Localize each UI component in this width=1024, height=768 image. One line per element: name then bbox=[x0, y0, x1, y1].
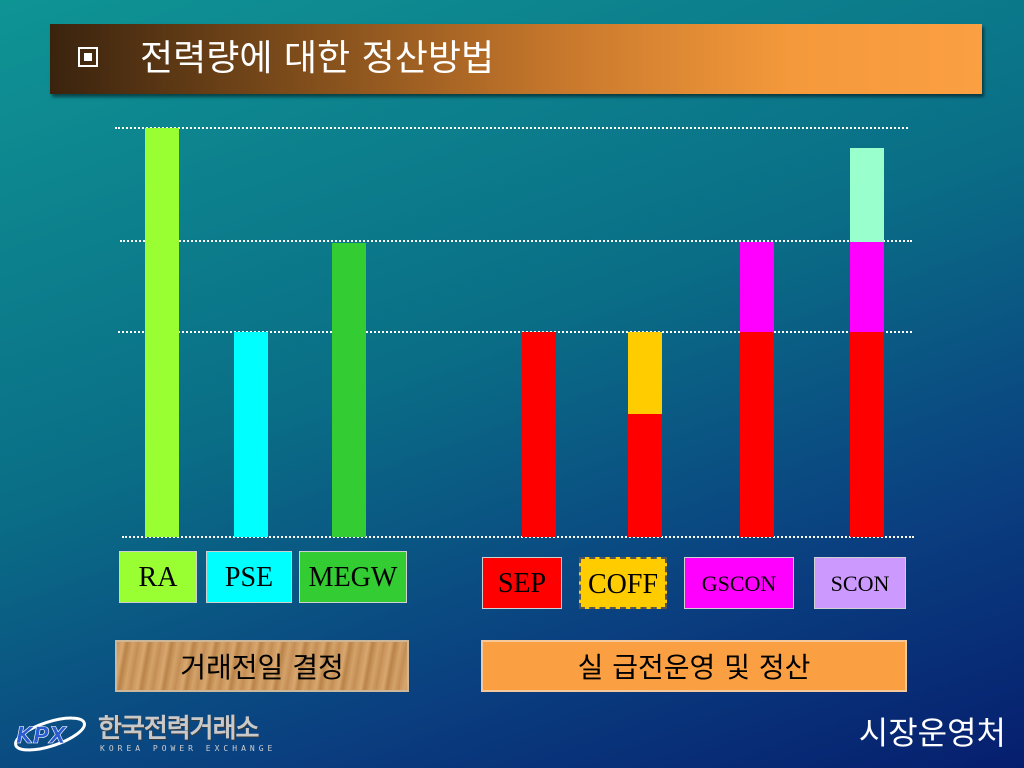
kpx-logo-icon: KPX bbox=[14, 716, 86, 752]
department-name: 시장운영처 bbox=[858, 714, 1006, 752]
bar-scon-segment-1 bbox=[850, 332, 884, 537]
group-label-realtime: 실 급전운영 및 정산 bbox=[481, 640, 907, 692]
title-bar: 전력량에 대한 정산방법 bbox=[50, 24, 982, 94]
bar-coff-segment-1 bbox=[628, 414, 662, 537]
bar-scon-segment-3 bbox=[850, 148, 884, 242]
bar-megw-segment-1 bbox=[332, 243, 366, 537]
label-megw: MEGW bbox=[299, 551, 407, 603]
label-coff: COFF bbox=[579, 557, 667, 609]
bar-gscon-segment-1 bbox=[740, 332, 774, 537]
label-gscon: GSCON bbox=[684, 557, 794, 609]
org-name: 한국전력거래소 bbox=[98, 714, 259, 744]
label-pse: PSE bbox=[206, 551, 292, 603]
slide-title: 전력량에 대한 정산방법 bbox=[140, 38, 495, 79]
gridline-top bbox=[115, 127, 908, 129]
label-ra: RA bbox=[119, 551, 197, 603]
bar-ra-segment-1 bbox=[145, 128, 179, 537]
label-sep: SEP bbox=[482, 557, 562, 609]
group-label-day-ahead: 거래전일 결정 bbox=[115, 640, 409, 692]
footer-logo: KPX 한국전력거래소 KOREA POWER EXCHANGE bbox=[10, 706, 300, 762]
gridline-mid bbox=[118, 331, 912, 333]
bar-sep-segment-1 bbox=[522, 332, 556, 537]
square-bullet-icon bbox=[78, 47, 98, 67]
kpx-logo-text: KPX bbox=[16, 724, 67, 749]
label-scon: SCON bbox=[814, 557, 906, 609]
bar-coff-segment-2 bbox=[628, 332, 662, 414]
bar-gscon-segment-2 bbox=[740, 242, 774, 332]
bar-pse-segment-1 bbox=[234, 332, 268, 537]
bar-scon-segment-2 bbox=[850, 242, 884, 332]
org-subtitle: KOREA POWER EXCHANGE bbox=[100, 744, 277, 753]
gridline-upper-mid bbox=[120, 240, 912, 242]
gridline-baseline bbox=[122, 536, 914, 538]
